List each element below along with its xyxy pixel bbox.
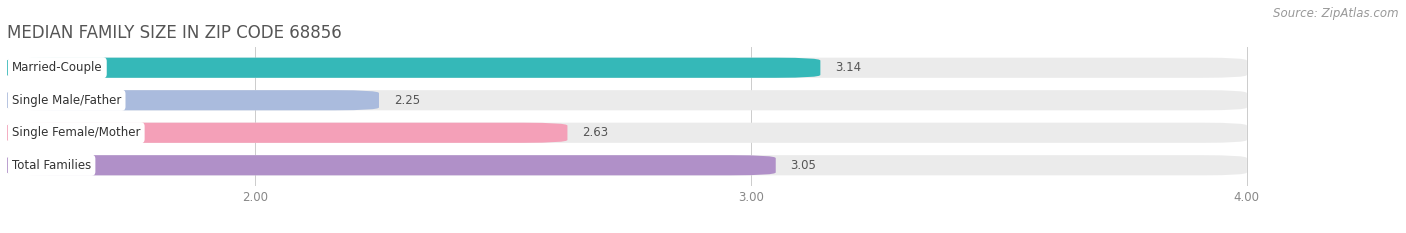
FancyBboxPatch shape (7, 155, 1247, 175)
FancyBboxPatch shape (7, 90, 1247, 110)
Text: Source: ZipAtlas.com: Source: ZipAtlas.com (1274, 7, 1399, 20)
Text: Single Male/Father: Single Male/Father (13, 94, 121, 107)
Text: Married-Couple: Married-Couple (13, 61, 103, 74)
FancyBboxPatch shape (7, 58, 820, 78)
Text: 3.14: 3.14 (835, 61, 862, 74)
Text: MEDIAN FAMILY SIZE IN ZIP CODE 68856: MEDIAN FAMILY SIZE IN ZIP CODE 68856 (7, 24, 342, 42)
Text: 2.63: 2.63 (582, 126, 609, 139)
FancyBboxPatch shape (7, 90, 380, 110)
FancyBboxPatch shape (7, 123, 568, 143)
Text: Single Female/Mother: Single Female/Mother (13, 126, 141, 139)
FancyBboxPatch shape (7, 123, 1247, 143)
FancyBboxPatch shape (7, 155, 776, 175)
FancyBboxPatch shape (7, 58, 1247, 78)
Text: Total Families: Total Families (13, 159, 91, 172)
Text: 3.05: 3.05 (790, 159, 817, 172)
Text: 2.25: 2.25 (394, 94, 420, 107)
